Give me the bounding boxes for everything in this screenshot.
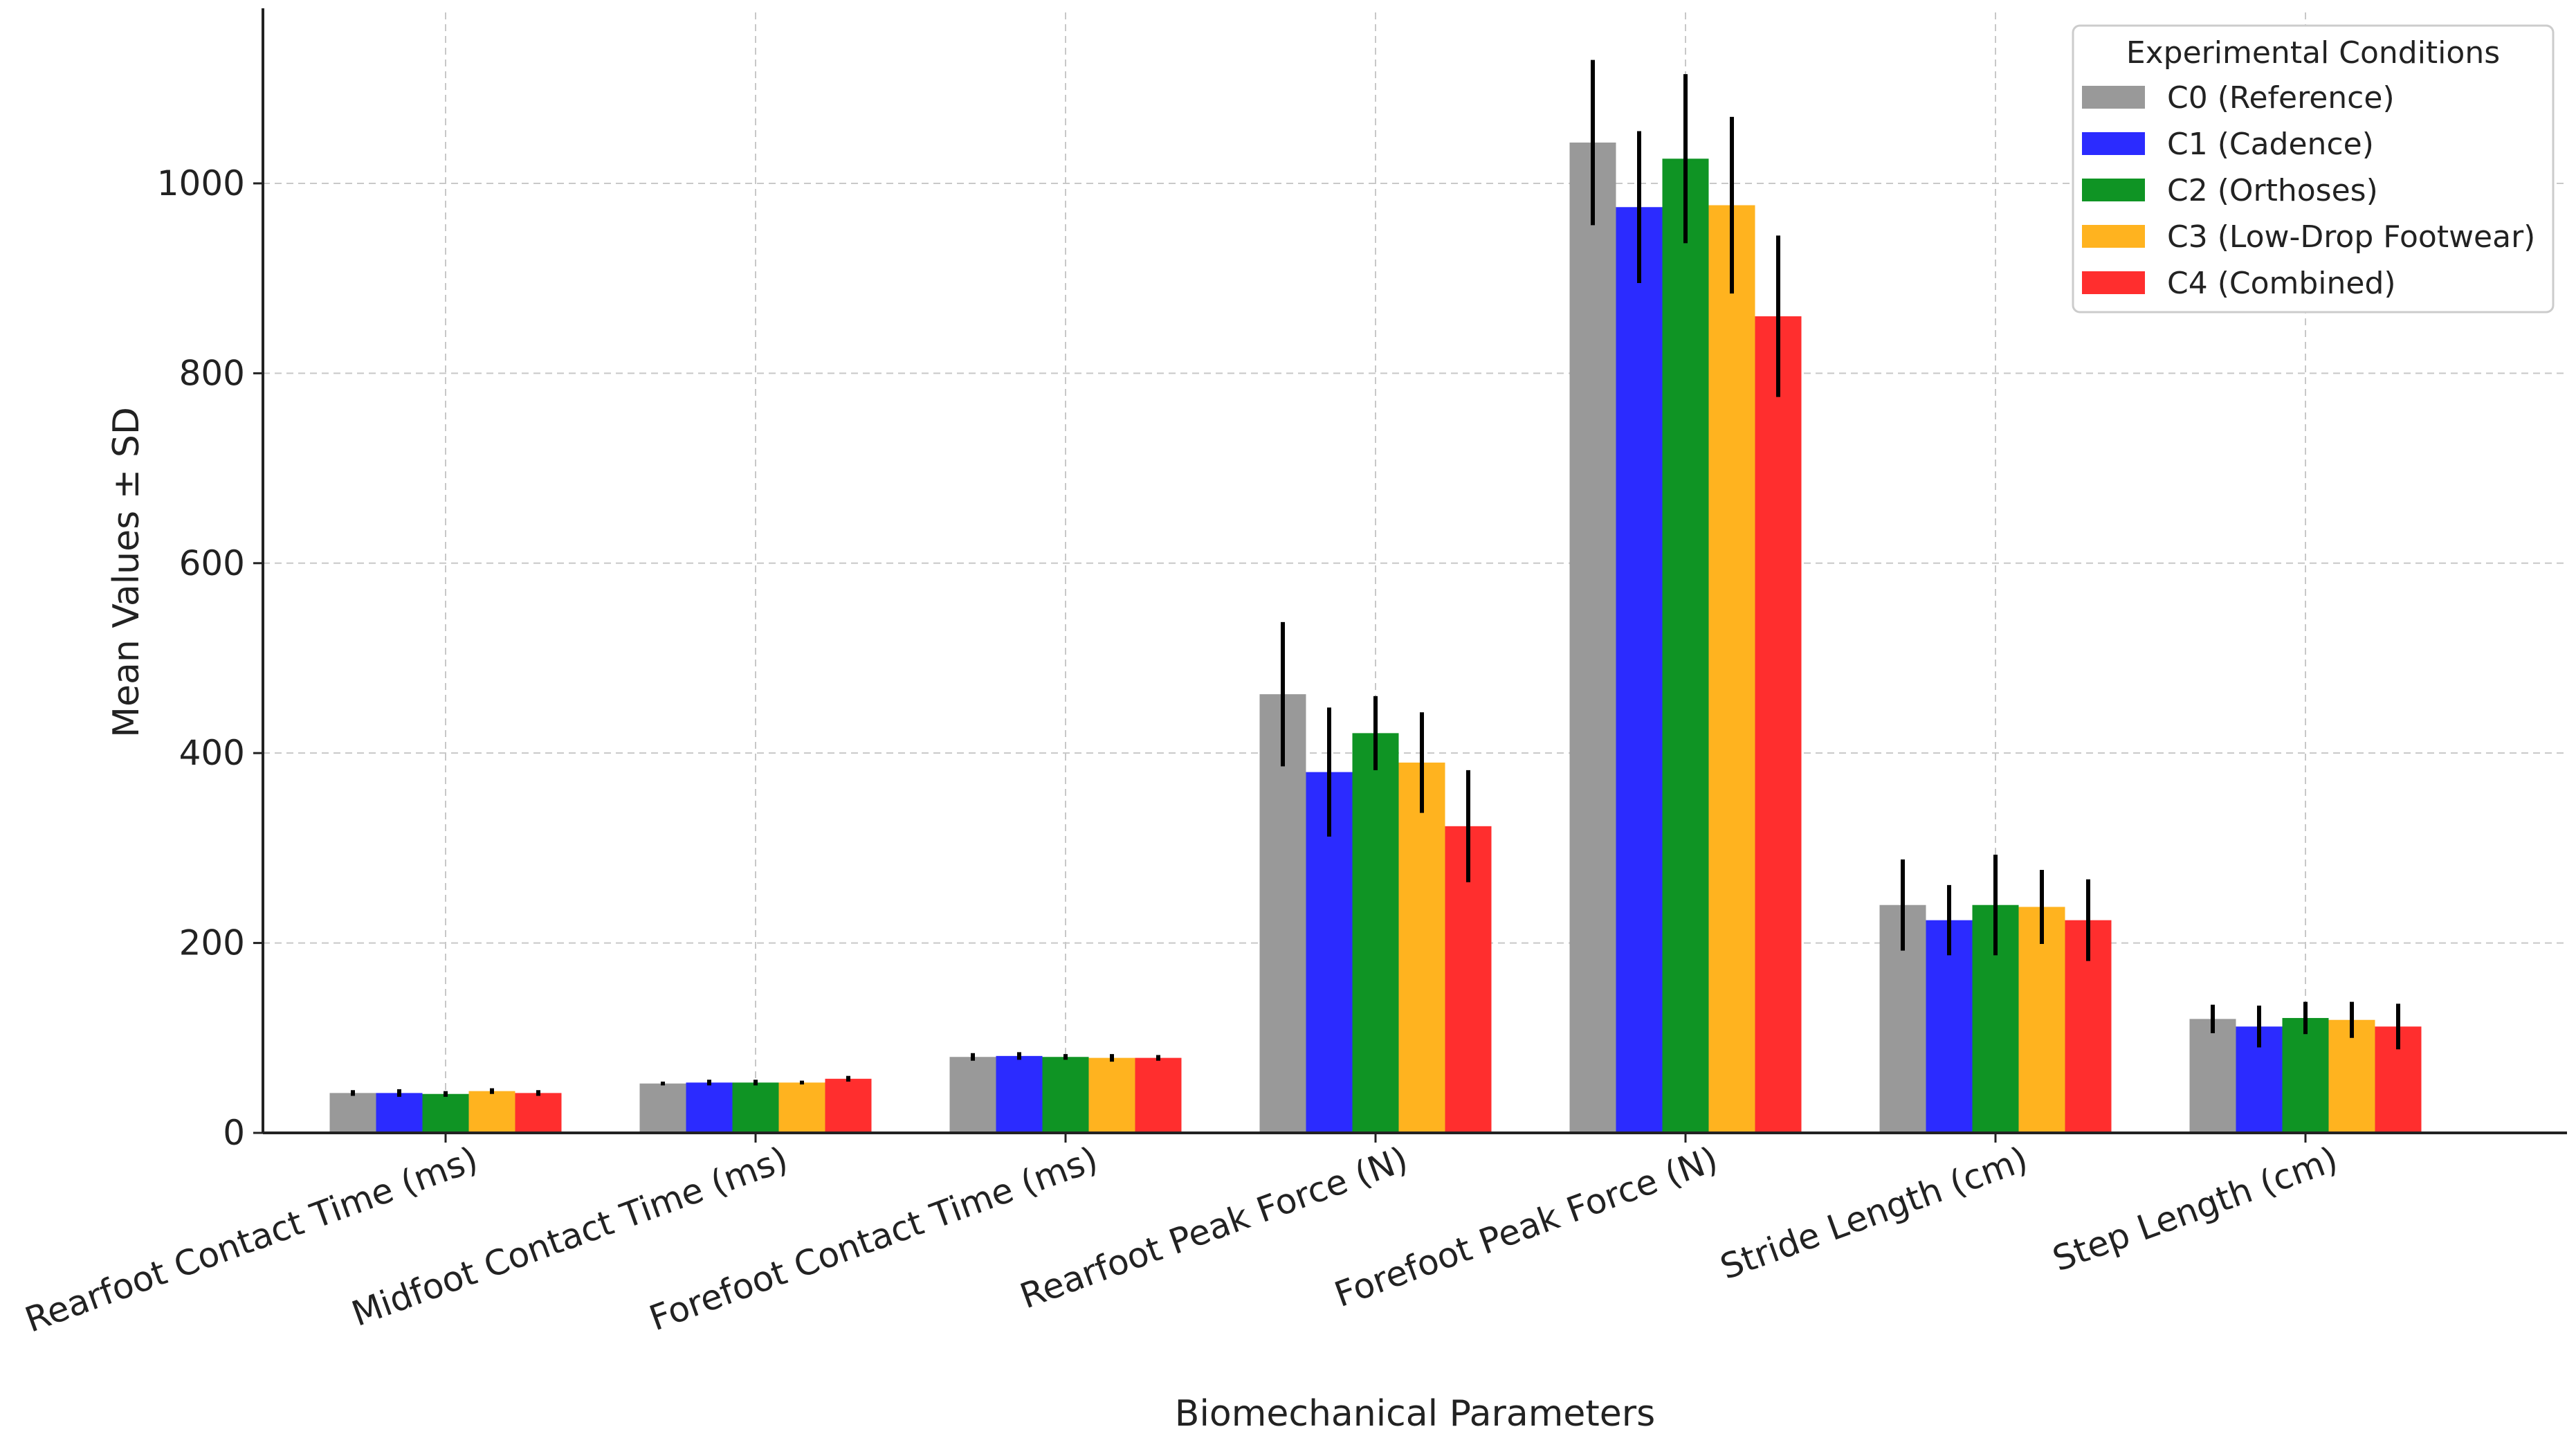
bar-2-series-2 (732, 1082, 779, 1133)
bar-3-series-0 (949, 1057, 996, 1133)
legend-swatch-0 (2082, 86, 2145, 109)
bar-1-series-0 (329, 1093, 376, 1133)
bar-5-series-3 (1708, 205, 1755, 1133)
y-axis-title: Mean Values ± SD (106, 407, 147, 738)
axes (253, 8, 2567, 1143)
bar-1-series-2 (422, 1093, 469, 1133)
bar-1-series-1 (376, 1093, 423, 1133)
bar-3-series-2 (1042, 1057, 1089, 1133)
y-tick-label: 1000 (157, 163, 245, 203)
bar-5-series-4 (1755, 316, 1802, 1134)
bar-4-series-2 (1352, 733, 1399, 1133)
bar-5-series-0 (1569, 142, 1616, 1134)
bars (329, 142, 2422, 1134)
y-tick-label: 800 (179, 353, 245, 393)
error-bars (351, 60, 2400, 1097)
bar-2-series-0 (639, 1083, 686, 1133)
bar-6-series-3 (2018, 907, 2065, 1133)
x-tick-label: Stride Length (cm) (1715, 1139, 2033, 1287)
bar-5-series-2 (1662, 158, 1709, 1133)
y-tick-label: 0 (223, 1113, 245, 1153)
bar-7-series-0 (2189, 1019, 2236, 1133)
legend-swatch-2 (2082, 179, 2145, 201)
bar-2-series-4 (825, 1078, 872, 1133)
legend-title: Experimental Conditions (2126, 35, 2500, 71)
bar-3-series-3 (1088, 1057, 1135, 1133)
y-tick-label: 600 (179, 543, 245, 583)
legend-label-3: C3 (Low-Drop Footwear) (2167, 219, 2535, 255)
legend-swatch-1 (2082, 132, 2145, 155)
bar-5-series-1 (1616, 207, 1663, 1133)
bar-1-series-3 (468, 1091, 515, 1133)
bar-2-series-3 (778, 1082, 825, 1133)
bar-6-series-1 (1926, 920, 1973, 1133)
bar-7-series-3 (2328, 1019, 2375, 1133)
legend-box (2072, 24, 2555, 313)
legend-swatch-4 (2082, 271, 2145, 294)
legend: Experimental Conditions C0 (Reference) C1… (2072, 24, 2555, 313)
bar-4-series-3 (1398, 762, 1445, 1133)
bar-3-series-4 (1135, 1057, 1182, 1133)
legend-swatch-3 (2082, 225, 2145, 248)
y-tick-label: 200 (179, 923, 245, 963)
bar-4-series-0 (1259, 694, 1306, 1133)
legend-label-2: C2 (Orthoses) (2167, 173, 2378, 208)
legend-label-1: C1 (Cadence) (2167, 127, 2374, 162)
bar-3-series-1 (996, 1055, 1043, 1133)
bar-7-series-2 (2282, 1017, 2329, 1133)
x-axis-title: Biomechanical Parameters (1175, 1393, 1655, 1433)
legend-label-0: C0 (Reference) (2167, 80, 2395, 116)
bar-1-series-4 (515, 1093, 562, 1133)
legend-label-4: C4 (Combined) (2167, 266, 2396, 301)
bar-2-series-1 (686, 1082, 733, 1133)
x-tick-label: Step Length (cm) (2047, 1139, 2343, 1280)
y-tick-label: 400 (179, 733, 245, 773)
